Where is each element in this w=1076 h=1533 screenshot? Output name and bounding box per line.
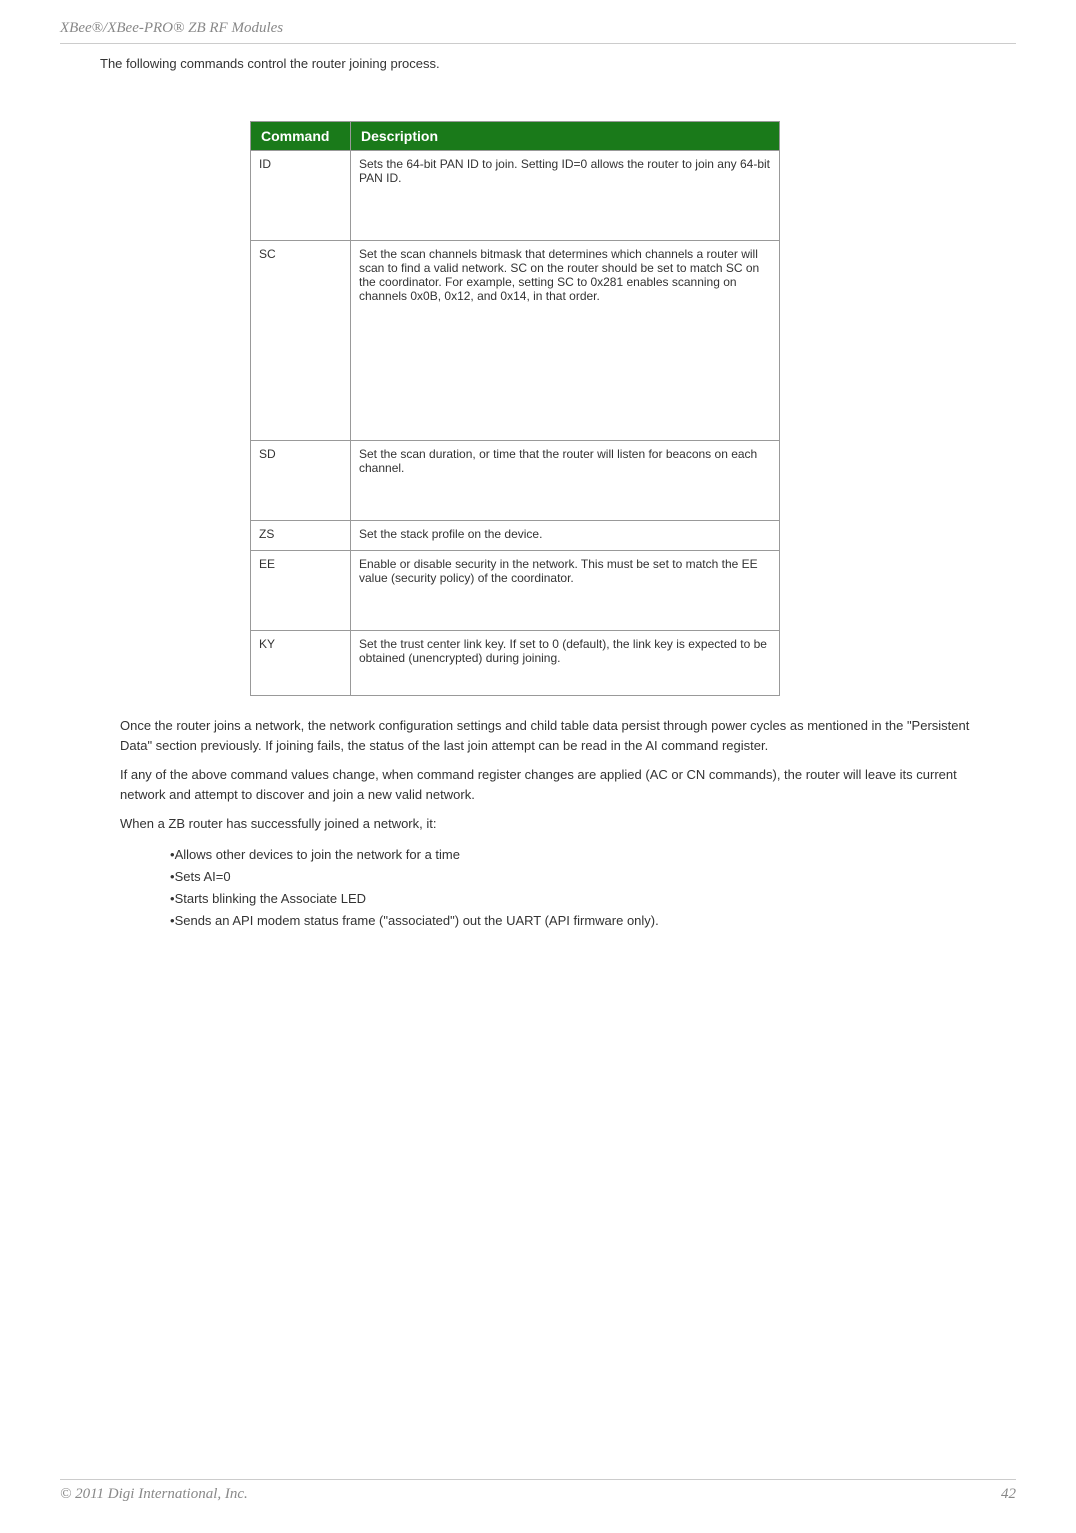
cell-command: SD (251, 441, 351, 521)
footer-copyright: © 2011 Digi International, Inc. (60, 1486, 248, 1503)
cell-description: Sets the 64-bit PAN ID to join. Setting … (351, 151, 780, 241)
commands-table: Command Description IDSets the 64-bit PA… (250, 121, 780, 696)
th-command: Command (251, 122, 351, 151)
cell-description: Set the scan duration, or time that the … (351, 441, 780, 521)
paragraph-3: When a ZB router has successfully joined… (120, 814, 996, 834)
bullet-item: Allows other devices to join the network… (170, 844, 1016, 866)
header-title: XBee®/XBee-PRO® ZB RF Modules (60, 20, 283, 36)
table-body: IDSets the 64-bit PAN ID to join. Settin… (251, 151, 780, 696)
table-row: EEEnable or disable security in the netw… (251, 551, 780, 631)
intro-text: The following commands control the route… (100, 56, 1016, 71)
bullet-list: Allows other devices to join the network… (170, 844, 1016, 932)
cell-description: Enable or disable security in the networ… (351, 551, 780, 631)
page-header: XBee®/XBee-PRO® ZB RF Modules (60, 20, 1016, 44)
cell-command: ZS (251, 521, 351, 551)
table-row: SCSet the scan channels bitmask that det… (251, 241, 780, 441)
cell-description: Set the scan channels bitmask that deter… (351, 241, 780, 441)
table-row: KYSet the trust center link key. If set … (251, 631, 780, 696)
bullet-item: Starts blinking the Associate LED (170, 888, 1016, 910)
table-header-row: Command Description (251, 122, 780, 151)
footer-page-number: 42 (1001, 1486, 1016, 1503)
cell-command: SC (251, 241, 351, 441)
paragraph-1: Once the router joins a network, the net… (120, 716, 996, 755)
cell-command: KY (251, 631, 351, 696)
bullet-item: Sets AI=0 (170, 866, 1016, 888)
table-row: ZSSet the stack profile on the device. (251, 521, 780, 551)
cell-command: ID (251, 151, 351, 241)
cell-description: Set the stack profile on the device. (351, 521, 780, 551)
cell-description: Set the trust center link key. If set to… (351, 631, 780, 696)
bullet-item: Sends an API modem status frame ("associ… (170, 910, 1016, 932)
paragraph-2: If any of the above command values chang… (120, 765, 996, 804)
cell-command: EE (251, 551, 351, 631)
table-row: SDSet the scan duration, or time that th… (251, 441, 780, 521)
page-footer: © 2011 Digi International, Inc. 42 (60, 1479, 1016, 1503)
th-description: Description (351, 122, 780, 151)
table-row: IDSets the 64-bit PAN ID to join. Settin… (251, 151, 780, 241)
